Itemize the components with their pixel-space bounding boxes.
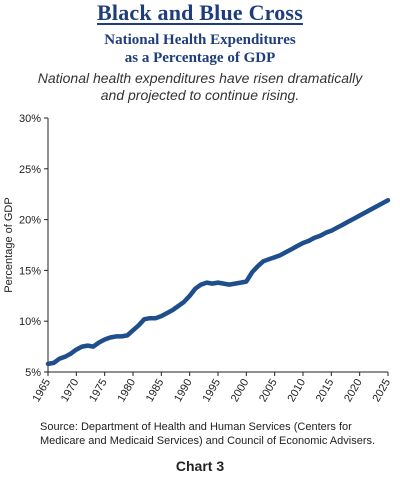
y-tick-label: 5% [25, 367, 41, 379]
y-axis-ticks: 5% 10% 15% 20% 25% 30% [19, 113, 48, 379]
x-tick-label: 2010 [285, 377, 308, 404]
y-tick-label: 20% [19, 215, 41, 227]
y-tick-label: 10% [19, 316, 41, 328]
x-tick-label: 1975 [87, 377, 110, 404]
chart-number-label: Chart 3 [175, 458, 225, 474]
x-tick-label: 2015 [314, 377, 337, 404]
y-axis-label-group: Percentage of GDP [3, 197, 15, 292]
y-axis-label: Percentage of GDP [3, 197, 15, 292]
chart-series [45, 198, 391, 367]
x-tick-label: 2005 [257, 377, 280, 404]
chart-caption: National health expenditures have risen … [0, 70, 400, 104]
source-note: Source: Department of Health and Human S… [40, 420, 392, 448]
x-tick-label: 2020 [342, 377, 365, 404]
caption-line-1: National health expenditures have risen … [37, 70, 363, 86]
subtitle-line-2: as a Percentage of GDP [124, 50, 276, 66]
x-tick-label: 1990 [172, 377, 195, 404]
y-tick-label: 15% [19, 265, 41, 277]
x-tick-label: 1980 [115, 377, 138, 404]
x-tick-label: 2025 [370, 377, 393, 404]
caption-line-2: and projected to continue rising. [100, 87, 300, 103]
x-tick-label: 2000 [229, 377, 252, 404]
y-tick-label: 25% [19, 164, 41, 176]
chart-subtitle: National Health Expenditures as a Percen… [0, 31, 400, 67]
x-axis-ticks: 1965 1970 1975 1980 1985 1990 1995 2000 2005 2010… [30, 372, 393, 404]
y-tick-label: 30% [19, 113, 41, 125]
subtitle-line-1: National Health Expenditures [104, 32, 296, 48]
chart-title: Black and Blue Cross [97, 0, 303, 25]
x-tick-label: 1985 [144, 377, 167, 404]
x-tick-label: 1965 [30, 377, 53, 404]
source-line-1: Source: Department of Health and Human S… [40, 421, 352, 433]
line-chart: Percentage of GDP 5% 10% 15% 20% 25% 30% 1965… [3, 113, 393, 404]
x-tick-label: 1995 [200, 377, 223, 404]
series-line [45, 198, 391, 367]
x-tick-label: 1970 [59, 377, 82, 404]
chart-axes [47, 118, 388, 373]
source-line-2: Medicare and Medicaid Services) and Coun… [40, 435, 376, 447]
